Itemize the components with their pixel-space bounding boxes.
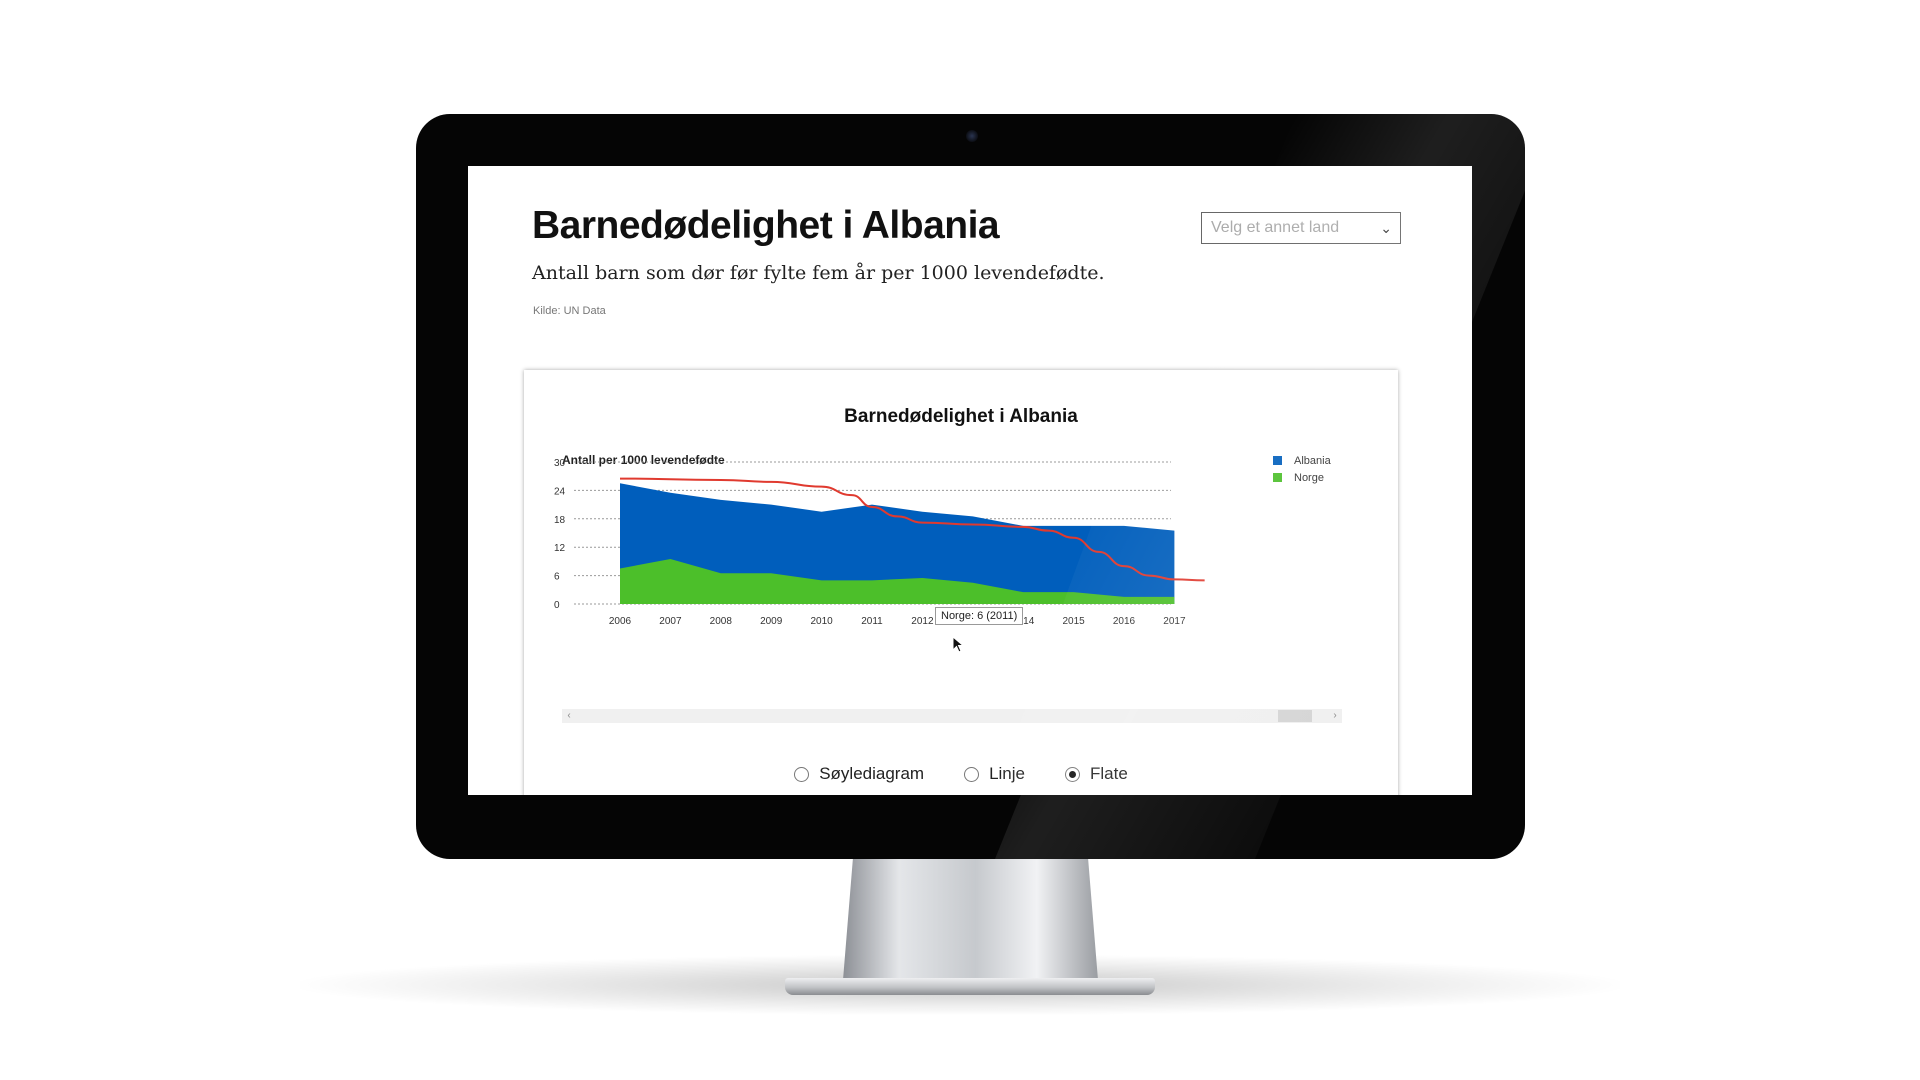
monitor-screen: Barnedødelighet i Albania Antall barn so… [468, 166, 1472, 795]
y-tick-label: 12 [554, 543, 566, 554]
x-tick-label: 2011 [861, 616, 883, 627]
y-axis-title: Antall per 1000 levendefødte [562, 453, 725, 467]
x-tick-label: 2009 [760, 616, 783, 627]
y-tick-label: 30 [554, 458, 566, 469]
x-tick-label: 2016 [1113, 616, 1136, 627]
x-tick-label: 2015 [1062, 616, 1085, 627]
legend-swatch-albania [1273, 456, 1282, 465]
legend-swatch-norge [1273, 473, 1282, 482]
radio-soylediagram[interactable]: Søylediagram [794, 764, 924, 784]
country-select-placeholder: Velg et annet land [1211, 219, 1340, 236]
source-note: Kilde: UN Data [533, 305, 606, 317]
mouse-cursor-icon [952, 636, 965, 653]
y-tick-label: 6 [554, 572, 560, 583]
chevron-right-icon[interactable]: › [1333, 710, 1337, 721]
legend-label-albania: Albania [1294, 454, 1331, 467]
monitor-bezel: Barnedødelighet i Albania Antall barn so… [416, 114, 1525, 859]
chart-tooltip: Norge: 6 (2011) [935, 607, 1024, 625]
radio-button-soylediagram[interactable] [794, 766, 810, 782]
radio-label-soylediagram: Søylediagram [819, 764, 925, 783]
x-tick-label: 2006 [609, 616, 632, 627]
legend-item-albania[interactable]: Albania [1273, 452, 1331, 469]
legend-label-norge: Norge [1294, 471, 1324, 484]
chart-type-selector: Søylediagram Linje Flate [524, 764, 1398, 784]
country-select[interactable]: Velg et annet land ⌄ [1201, 212, 1401, 244]
annotation-line [619, 477, 1205, 582]
radio-button-linje[interactable] [964, 766, 980, 782]
area-chart: 0 6 12 18 24 30 2006 2007 2008 2009 2010 2011 2012 20… [554, 458, 1205, 627]
radio-linje[interactable]: Linje [964, 764, 1025, 784]
x-tick-label: 2017 [1163, 616, 1186, 627]
y-tick-label: 18 [554, 515, 566, 526]
chevron-left-icon[interactable]: ‹ [567, 710, 571, 721]
x-tick-label: 2007 [659, 616, 682, 627]
y-tick-label: 0 [554, 600, 560, 611]
chart-legend: Albania Norge [1273, 452, 1331, 486]
x-tick-label: 2008 [710, 616, 733, 627]
chart-card: Barnedødelighet i Albania Antall per 100… [524, 370, 1398, 795]
radio-button-flate[interactable] [1065, 766, 1080, 782]
webcam-icon [966, 130, 978, 142]
legend-item-norge[interactable]: Norge [1273, 469, 1331, 486]
y-tick-label: 24 [554, 486, 566, 497]
page-subtitle: Antall barn som dør før fylte fem år per… [532, 262, 1105, 284]
radio-flate[interactable]: Flate [1065, 764, 1128, 784]
scrollbar-thumb[interactable] [1278, 710, 1312, 722]
radio-label-linje: Linje [989, 764, 1025, 783]
chart-title: Barnedødelighet i Albania [844, 406, 1078, 427]
x-tick-label: 2014 [1012, 616, 1035, 627]
x-tick-label: 2010 [810, 616, 833, 627]
monitor-stand [843, 855, 1098, 980]
area-series-norge [620, 559, 1175, 604]
chart-scrollbar[interactable]: ‹ › [562, 709, 1342, 723]
page-title: Barnedødelighet i Albania [532, 204, 1000, 247]
radio-label-flate: Flate [1090, 764, 1128, 783]
x-tick-label: 2012 [911, 616, 934, 627]
chevron-down-icon: ⌄ [1380, 220, 1392, 236]
monitor-stand-base [785, 978, 1155, 995]
